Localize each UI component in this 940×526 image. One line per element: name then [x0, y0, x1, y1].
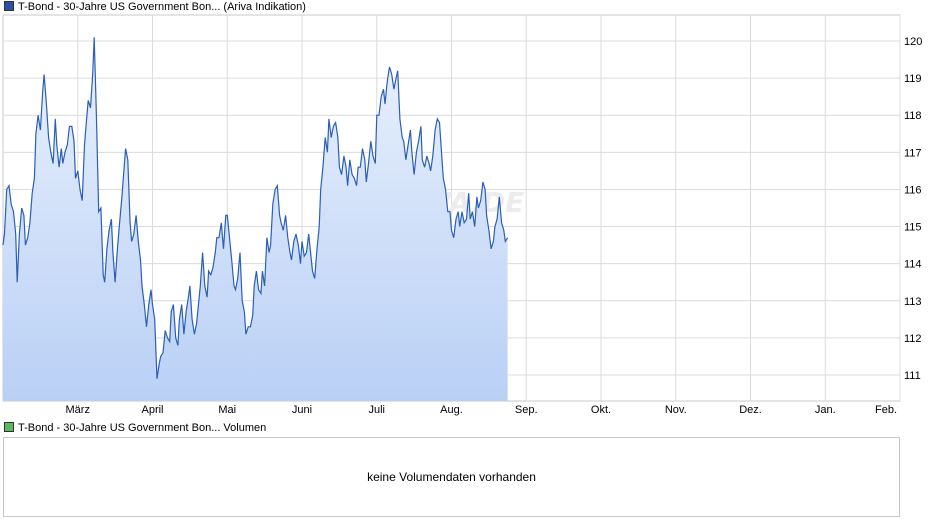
price-chart: ARIVA.DE 111112113114115116117118119120 … — [2, 14, 922, 416]
y-tick-label: 116 — [904, 184, 922, 196]
price-area — [3, 37, 508, 402]
x-tick-label: Nov. — [665, 404, 687, 416]
volume-legend: T-Bond - 30-Jahre US Government Bon... V… — [4, 421, 266, 435]
x-tick-label: Juli — [368, 404, 385, 416]
volume-empty-message: keine Volumendaten vorhanden — [367, 470, 536, 484]
y-tick-label: 113 — [904, 296, 922, 308]
y-tick-label: 115 — [904, 222, 922, 234]
y-tick-label: 114 — [904, 259, 922, 271]
y-tick-label: 111 — [904, 370, 921, 382]
price-legend-label: T-Bond - 30-Jahre US Government Bon... (… — [18, 1, 306, 13]
volume-panel: keine Volumendaten vorhanden — [3, 437, 900, 517]
y-tick-label: 117 — [904, 147, 922, 159]
y-tick-label: 112 — [904, 333, 922, 345]
x-axis: März April Mai Juni Juli Aug. Sep. Okt. Nov. Dez.… — [66, 404, 897, 416]
price-legend-swatch — [4, 1, 14, 11]
x-tick-label: Mai — [218, 404, 236, 416]
y-axis: 111 112 113 114 115 116 117 118 119 120 — [904, 36, 922, 382]
x-tick-label: Juni — [292, 404, 312, 416]
y-tick-label: 119 — [904, 73, 922, 85]
x-tick-label: Aug. — [440, 404, 463, 416]
price-legend: T-Bond - 30-Jahre US Government Bon... (… — [4, 0, 306, 14]
volume-legend-label: T-Bond - 30-Jahre US Government Bon... V… — [18, 422, 267, 434]
y-tick-label: 118 — [904, 110, 922, 122]
x-tick-label: Okt. — [591, 404, 611, 416]
x-tick-label: Jan. — [815, 404, 836, 416]
price-line — [2, 37, 509, 379]
x-tick-label: Sep. — [515, 404, 538, 416]
x-tick-label: Feb. — [875, 404, 897, 416]
volume-legend-swatch — [4, 422, 14, 432]
x-tick-label: April — [141, 404, 163, 416]
x-tick-label: März — [66, 404, 90, 416]
y-tick-label: 120 — [904, 36, 922, 48]
x-tick-label: Dez. — [739, 404, 762, 416]
